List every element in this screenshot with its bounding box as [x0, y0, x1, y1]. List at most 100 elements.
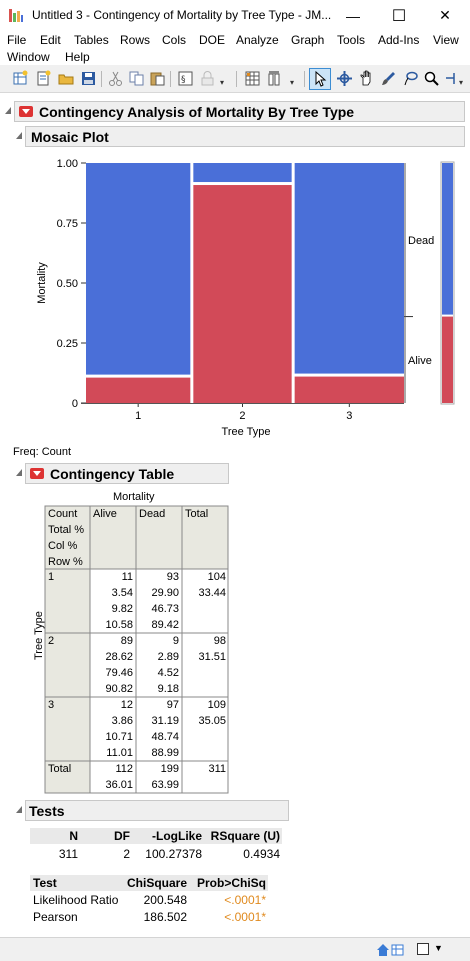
- disclosure-icon[interactable]: [16, 132, 22, 139]
- stat-labels: Count Total % Col % Row %: [48, 508, 85, 568]
- columns-icon[interactable]: [266, 70, 283, 87]
- value-n: 311: [58, 847, 78, 861]
- row-var-label: Tree Type: [33, 611, 45, 660]
- jmp-app-icon: [9, 9, 23, 22]
- menu-edit[interactable]: Edit: [40, 33, 61, 47]
- lock-icon[interactable]: [199, 70, 216, 87]
- data-table-icon[interactable]: [391, 942, 405, 958]
- menu-doe[interactable]: DOE: [199, 33, 226, 47]
- disclosure-icon[interactable]: [16, 469, 22, 476]
- red-triangle-menu-icon[interactable]: [19, 106, 33, 117]
- disclosure-icon[interactable]: [5, 107, 11, 114]
- col-var-label: Mortality: [113, 491, 155, 503]
- status-bar: ▼: [0, 937, 470, 961]
- cell-total-total: 311: [208, 763, 226, 775]
- cell-1-alive: 11 3.54 9.82 10.58: [105, 571, 133, 631]
- toolbar-overflow-icon[interactable]: ▾: [220, 78, 225, 87]
- col-header-total: Total: [185, 508, 209, 520]
- cell-1-total: 104 33.44: [198, 571, 226, 599]
- y-tick-label: 0.50: [57, 278, 78, 290]
- journal-icon[interactable]: §: [177, 70, 194, 87]
- y-tick-label: 0: [72, 398, 78, 410]
- cell-2-total: 98 31.51: [198, 635, 226, 663]
- value-rsquare: 0.4934: [243, 847, 280, 861]
- toolbar-overflow-icon-2[interactable]: ▾: [290, 78, 295, 87]
- menu-window[interactable]: Window: [7, 50, 50, 64]
- menu-tools[interactable]: Tools: [337, 33, 366, 47]
- window-list-icon[interactable]: [417, 943, 429, 955]
- col-header-dead: Dead: [139, 508, 166, 520]
- cell-1-dead: 93 29.90 46.73 89.42: [151, 571, 179, 631]
- lasso-tool-icon[interactable]: [402, 70, 419, 87]
- value-df: 2: [123, 847, 130, 861]
- y-axis-label: Mortality: [36, 262, 48, 304]
- hand-tool-icon[interactable]: [358, 70, 375, 87]
- freq-label: Freq: Count: [13, 446, 72, 458]
- toolbar: § ▾ ▾ ▾: [0, 65, 470, 93]
- contingency-table: [44, 505, 229, 794]
- test-name-lr: Likelihood Ratio: [33, 893, 119, 907]
- row-label-3: 3: [48, 699, 55, 711]
- overall-bar-dead: [442, 163, 453, 315]
- maximize-button[interactable]: ☐: [391, 7, 407, 25]
- report-title: Contingency Analysis of Mortality By Tre…: [39, 104, 355, 120]
- header-prob: Prob>ChiSq: [189, 875, 268, 891]
- close-button[interactable]: ✕: [439, 7, 451, 23]
- mosaic-plot-chart: Mortality 0 0.25 0.50 0.75 1.00 1 2 3 Tree Typ…: [36, 158, 455, 438]
- header-chisquare: ChiSquare: [124, 875, 189, 891]
- arrow-cursor-icon[interactable]: [312, 70, 329, 87]
- contingency-table-outline[interactable]: Contingency Table: [25, 463, 229, 484]
- menu-help[interactable]: Help: [65, 50, 90, 64]
- contingency-analysis-outline[interactable]: Contingency Analysis of Mortality By Tre…: [14, 101, 465, 122]
- crosshair-icon[interactable]: [336, 70, 353, 87]
- menu-add-ins[interactable]: Add-Ins: [378, 33, 420, 47]
- header-rsquare: RSquare (U): [204, 828, 282, 844]
- y-tick-label: 0.75: [57, 218, 78, 230]
- toolbar-overflow-icon-3[interactable]: ▾: [459, 78, 464, 87]
- cell-total-alive: 112 36.01: [105, 763, 133, 791]
- minimize-button[interactable]: —: [346, 7, 360, 24]
- brush-tool-icon[interactable]: [380, 70, 397, 87]
- new-script-icon[interactable]: [35, 70, 52, 87]
- x-tick-label: 2: [239, 410, 245, 422]
- x-tick-label: 1: [135, 410, 141, 422]
- row-label-1: 1: [48, 571, 55, 583]
- tests-outline[interactable]: Tests: [25, 800, 289, 821]
- menu-cols[interactable]: Cols: [162, 33, 187, 47]
- contingency-table-title: Contingency Table: [50, 466, 175, 482]
- svg-text:§: §: [181, 75, 186, 85]
- red-triangle-menu-icon[interactable]: [30, 468, 44, 479]
- data-grid-icon[interactable]: [244, 70, 261, 87]
- cell-2-dead: 9 2.89 4.52 9.18: [157, 635, 179, 695]
- prob-lr: <.0001*: [224, 893, 266, 907]
- window-list-dropdown-icon[interactable]: ▼: [434, 943, 443, 953]
- paste-icon[interactable]: [149, 70, 166, 87]
- cell-3-dead: 97 31.19 48.74 88.99: [151, 699, 179, 759]
- new-data-table-icon[interactable]: [12, 70, 29, 87]
- home-icon[interactable]: [375, 942, 391, 958]
- mosaic-plot-outline[interactable]: Mosaic Plot: [25, 126, 465, 147]
- menu-view[interactable]: View: [433, 33, 459, 47]
- legend-label-dead: Dead: [408, 235, 434, 247]
- save-icon[interactable]: [80, 70, 97, 87]
- copy-icon[interactable]: [128, 70, 145, 87]
- cell-3-alive: 12 3.86 10.71 11.01: [105, 699, 133, 759]
- y-tick-label: 0.25: [57, 338, 78, 350]
- menu-file[interactable]: File: [7, 33, 27, 47]
- mosaic-cell-dead-3: [294, 163, 404, 374]
- menu-tables[interactable]: Tables: [74, 33, 109, 47]
- tests-title: Tests: [29, 803, 65, 819]
- cut-icon[interactable]: [107, 70, 124, 87]
- disclosure-icon[interactable]: [16, 806, 22, 813]
- prob-pearson: <.0001*: [224, 910, 266, 924]
- test-name-pearson: Pearson: [33, 910, 78, 924]
- window-title: Untitled 3 - Contingency of Mortality by…: [32, 8, 332, 22]
- mosaic-cell-dead-2: [193, 163, 292, 183]
- title-bar: Untitled 3 - Contingency of Mortality by…: [0, 0, 470, 31]
- menu-rows[interactable]: Rows: [120, 33, 151, 47]
- menu-graph[interactable]: Graph: [291, 33, 325, 47]
- magnifier-tool-icon[interactable]: [423, 70, 440, 87]
- open-folder-icon[interactable]: [58, 70, 75, 87]
- menu-analyze[interactable]: Analyze: [236, 33, 279, 47]
- crosshair-line-tool-icon[interactable]: [444, 70, 461, 87]
